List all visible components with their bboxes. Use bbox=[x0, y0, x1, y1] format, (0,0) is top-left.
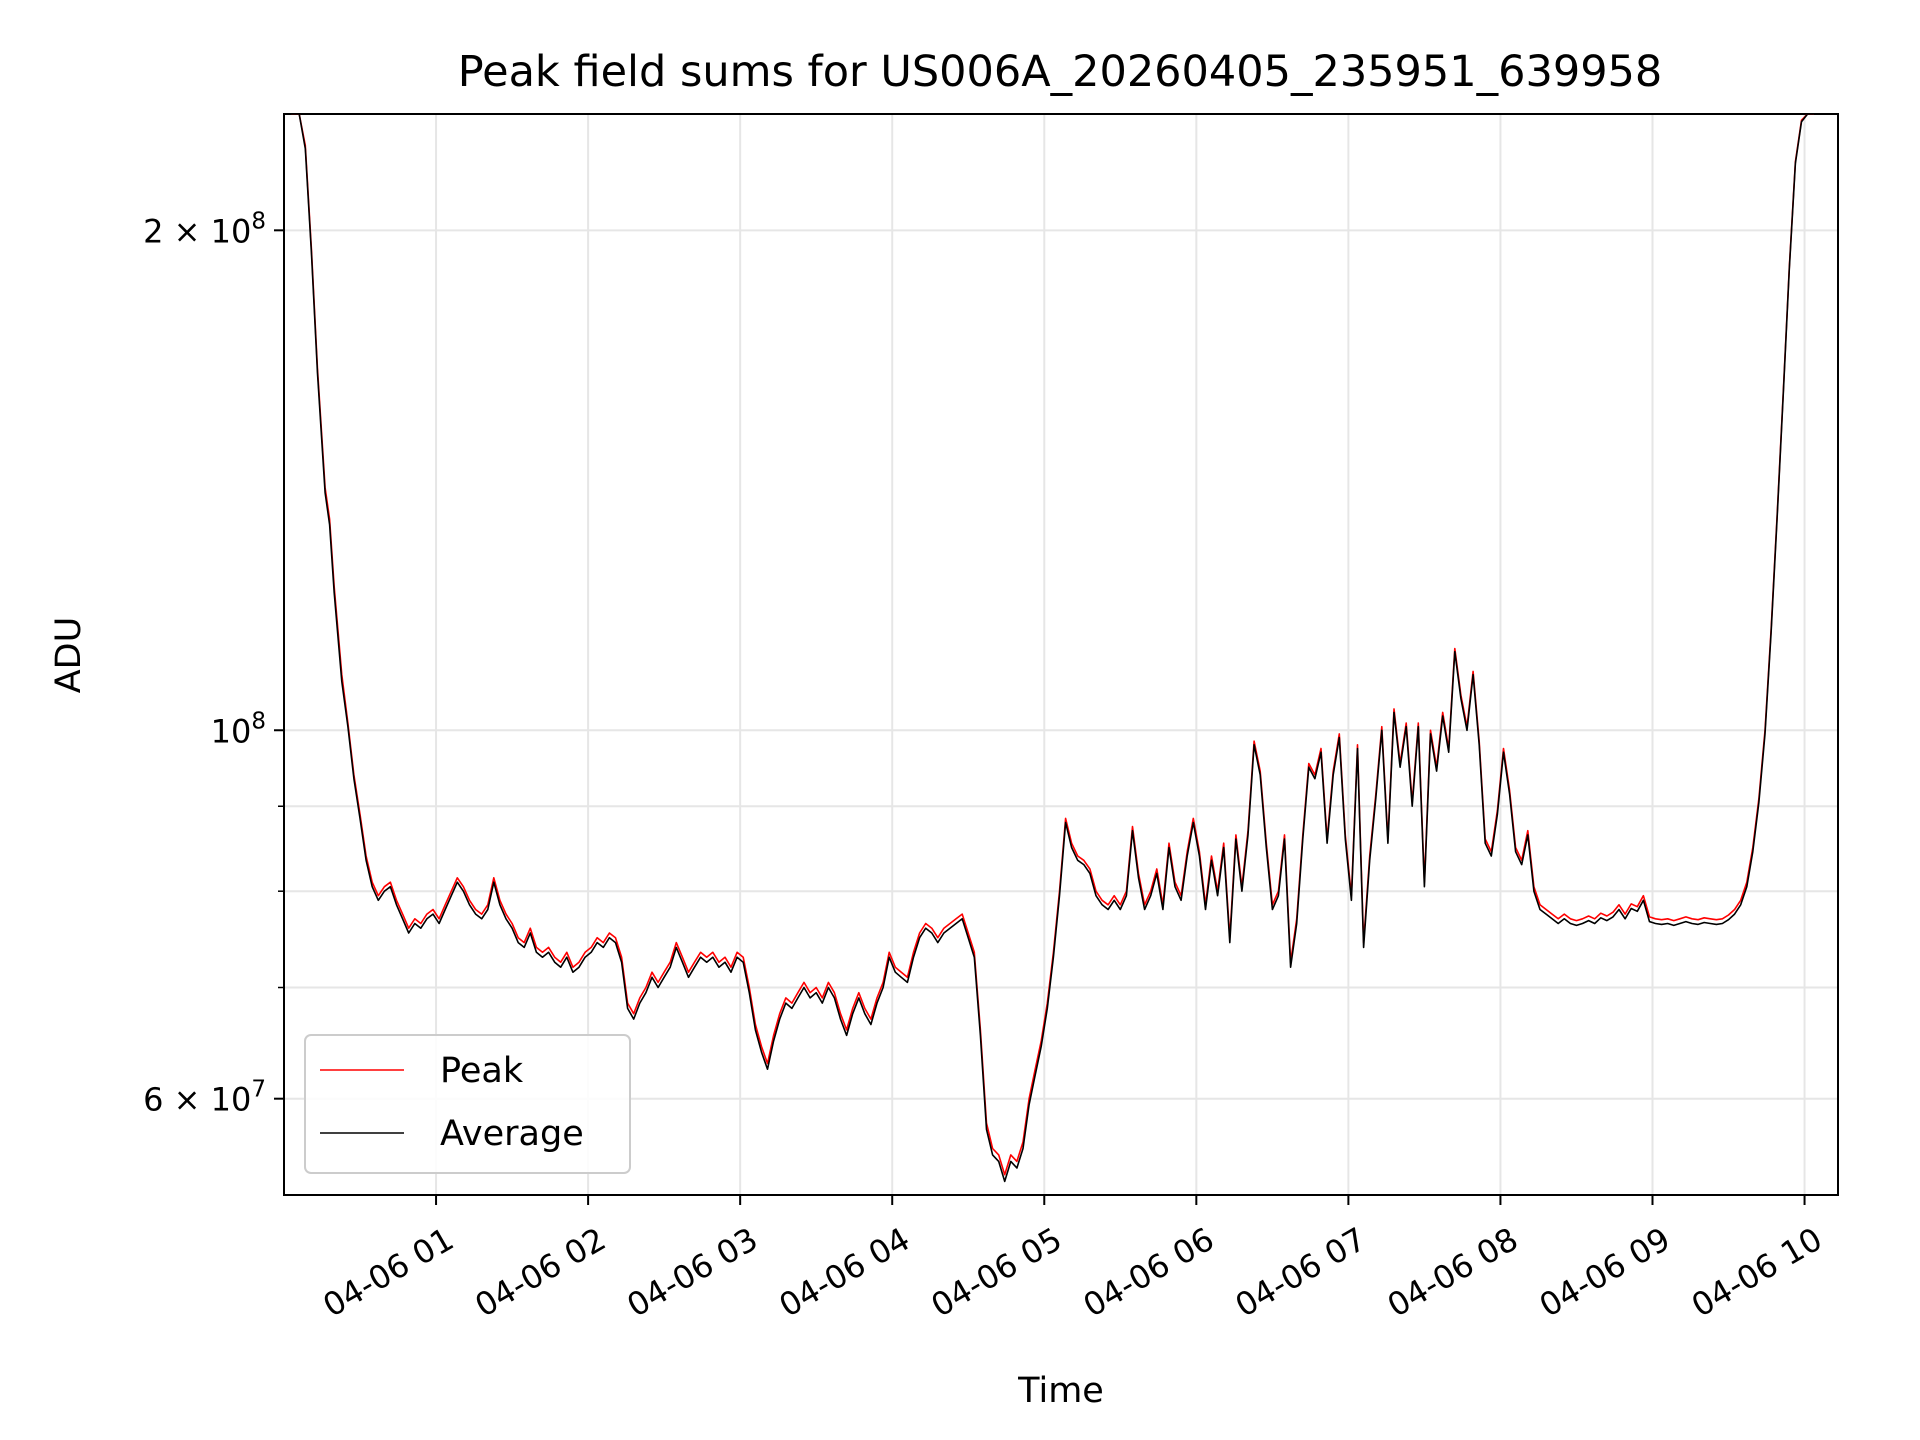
y-axis-label: ADU bbox=[49, 617, 89, 694]
x-axis-label: Time bbox=[1017, 1371, 1104, 1411]
series-line-average bbox=[291, 114, 1814, 1183]
plot-frame bbox=[283, 113, 1839, 1196]
series-layer bbox=[291, 114, 1814, 1183]
legend-label-average: Average bbox=[440, 1114, 584, 1154]
grid-lines bbox=[284, 114, 1838, 1195]
legend-label-peak: Peak bbox=[440, 1051, 524, 1091]
legend: Peak Average bbox=[304, 1034, 631, 1174]
y-tick-label-2: 6 × 107 bbox=[143, 1077, 266, 1119]
y-tick-label-0: 2 × 108 bbox=[143, 208, 266, 250]
chart-title: Peak field sums for US006A_20260405_2359… bbox=[458, 47, 1663, 97]
